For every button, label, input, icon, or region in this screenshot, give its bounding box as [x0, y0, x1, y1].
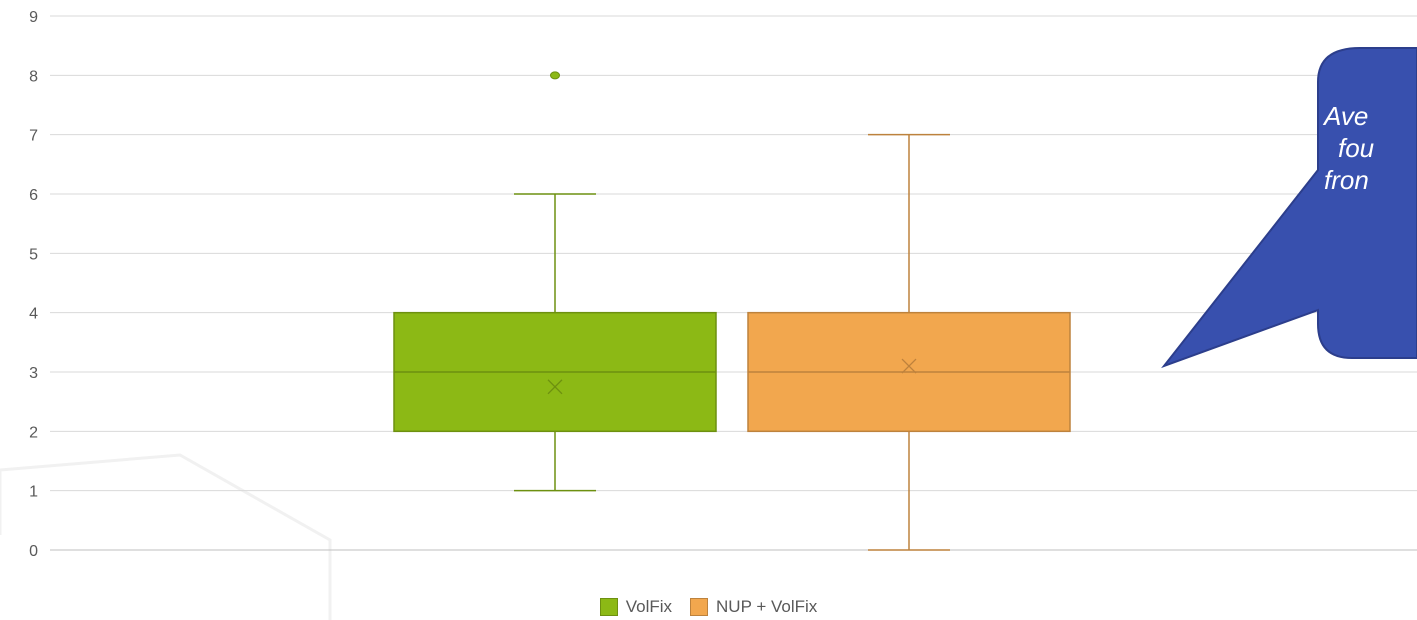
y-tick-label: 3	[29, 365, 38, 382]
y-tick-label: 2	[29, 424, 38, 441]
legend-label-nup-volfix: NUP + VolFix	[716, 597, 818, 616]
box-plots	[393, 71, 1071, 551]
callout-text: Ave fou fron	[1322, 100, 1417, 196]
legend-swatch-nup-volfix	[690, 598, 709, 616]
callout-line-1: Ave	[1324, 101, 1369, 131]
mean-marker	[547, 379, 563, 395]
callout-line-3: fron	[1324, 165, 1369, 195]
y-tick-label: 5	[29, 246, 38, 263]
y-tick-label: 4	[29, 306, 38, 323]
legend-item-volfix: VolFix	[599, 597, 673, 617]
y-tick-label: 0	[29, 543, 38, 560]
y-tick-label: 9	[29, 9, 38, 26]
legend-swatch-volfix	[599, 598, 618, 616]
legend: VolFix NUP + VolFix	[0, 597, 1417, 617]
y-tick-label: 6	[29, 187, 38, 204]
legend-label-volfix: VolFix	[625, 597, 673, 616]
outlier-point	[550, 71, 560, 80]
callout-bubble	[1161, 47, 1417, 369]
legend-item-nup-volfix: NUP + VolFix	[690, 597, 817, 617]
box-volfix	[393, 71, 717, 492]
y-tick-label: 1	[29, 484, 38, 501]
y-tick-label: 7	[29, 128, 38, 145]
mean-marker	[901, 358, 917, 374]
callout-line-2: fou	[1338, 133, 1375, 163]
callout-shape	[1161, 47, 1417, 369]
gridlines	[50, 15, 1417, 551]
box-nup-volfix	[747, 133, 1071, 551]
y-axis-ticks: 0 1 2 3 4 5 6 7 8 9	[29, 9, 38, 560]
y-tick-label: 8	[29, 68, 38, 85]
background-watermark	[0, 453, 332, 620]
